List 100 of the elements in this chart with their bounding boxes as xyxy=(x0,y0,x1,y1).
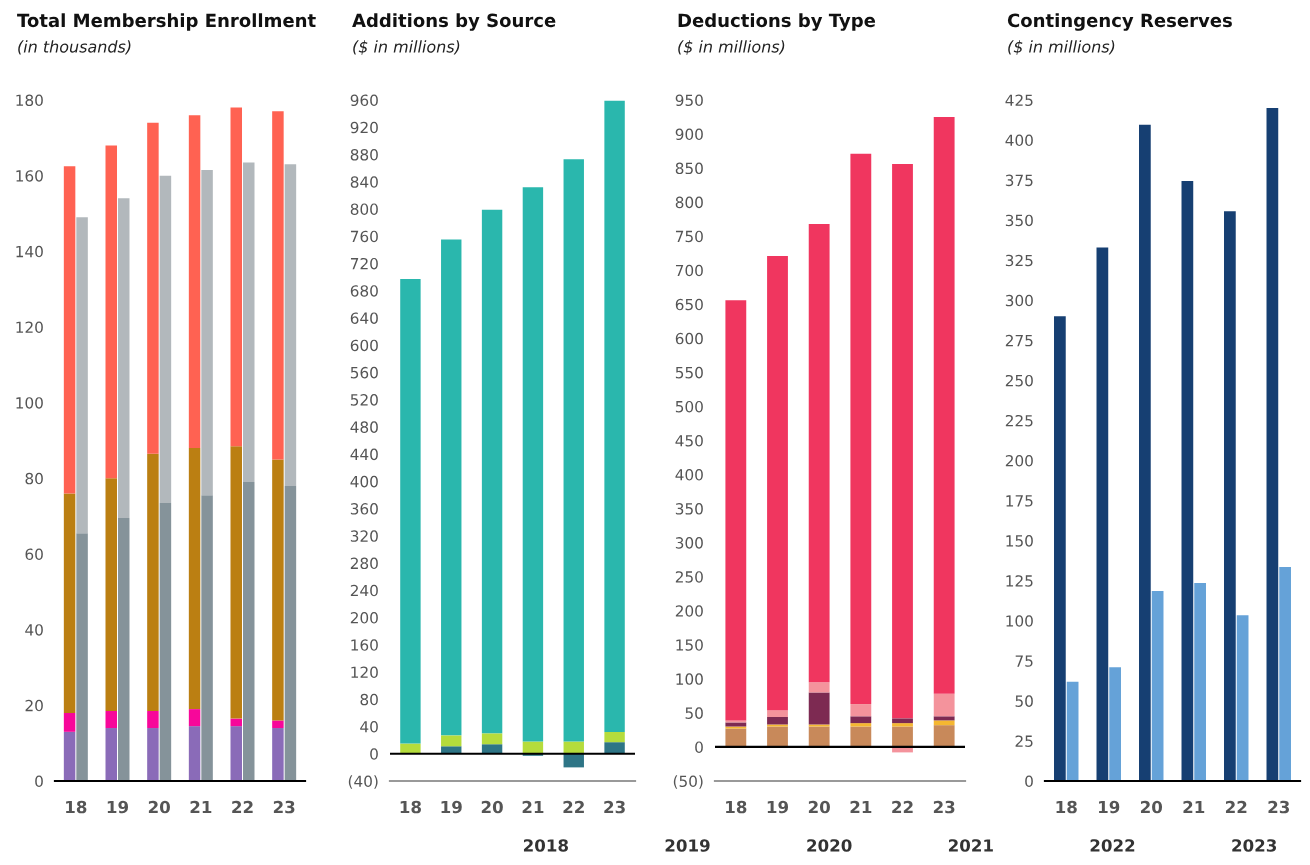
chart-title: Total Membership Enrollment xyxy=(17,13,316,31)
chart-subtitle: ($ in millions) xyxy=(1008,40,1115,55)
x-tick-label: 22 xyxy=(892,800,913,814)
y-tick-label: 50 xyxy=(685,707,703,719)
y-tick-label: 120 xyxy=(351,666,378,679)
y-tick-label: 720 xyxy=(350,257,378,270)
x-tick-label: 20 xyxy=(1140,800,1163,814)
x-tick-label: 19 xyxy=(107,800,129,814)
text: 2022 xyxy=(1090,839,1135,852)
y-tick-label: 800 xyxy=(350,203,378,215)
y-tick-label: 225 xyxy=(1005,414,1033,427)
y-tick-label: (40) xyxy=(348,775,378,789)
x-tick-label: 23 xyxy=(933,800,955,814)
y-tick-label: 100 xyxy=(1006,615,1033,627)
y-tick-label: 0 xyxy=(695,741,703,753)
y-tick-label: 680 xyxy=(350,285,378,297)
x-tick-label: 22 xyxy=(1225,800,1247,814)
y-tick-label: 920 xyxy=(350,121,378,134)
y-tick-label: 450 xyxy=(675,434,703,447)
y-tick-label: 760 xyxy=(350,230,378,243)
y-tick-label: 375 xyxy=(1005,174,1033,187)
chart-title: Contingency Reserves xyxy=(1007,13,1232,31)
chart-title: Deductions by Type xyxy=(678,13,876,31)
y-tick-label: 50 xyxy=(1015,695,1033,707)
x-tick-label: 19 xyxy=(441,800,462,814)
chart-title: Additions by Source xyxy=(352,13,556,31)
y-tick-label: 425 xyxy=(1005,94,1033,107)
y-tick-label: 160 xyxy=(16,170,43,182)
chart-subtitle: ($ in millions) xyxy=(678,40,785,55)
y-tick-label: 200 xyxy=(1005,454,1033,467)
y-tick-label: 600 xyxy=(350,339,378,352)
y-tick-label: 0 xyxy=(35,775,43,788)
chart-subtitle: ($ in millions) xyxy=(353,40,460,55)
x-tick-label: 18 xyxy=(726,800,747,814)
y-tick-label: 440 xyxy=(350,448,378,461)
y-tick-label: 325 xyxy=(1005,254,1033,267)
y-tick-label: 40 xyxy=(25,624,43,636)
x-tick-label: 21 xyxy=(522,800,544,814)
y-tick-label: 900 xyxy=(675,128,703,141)
y-tick-label: 80 xyxy=(360,693,378,706)
y-tick-label: 300 xyxy=(1005,294,1033,307)
x-tick-label: 21 xyxy=(850,800,872,814)
y-tick-label: 250 xyxy=(675,571,703,583)
y-tick-label: 800 xyxy=(675,196,703,209)
y-tick-label: 500 xyxy=(675,400,703,413)
y-tick-label: 0 xyxy=(1025,775,1033,788)
x-tick-label: 18 xyxy=(1056,800,1077,814)
y-tick-label: 520 xyxy=(350,394,378,406)
y-tick-label: 20 xyxy=(25,699,43,712)
y-tick-label: 960 xyxy=(350,94,378,107)
y-tick-label: 400 xyxy=(675,469,703,481)
chart-subtitle: (in thousands) xyxy=(18,40,131,55)
x-tick-label: 23 xyxy=(604,800,625,814)
y-tick-label: 200 xyxy=(675,605,703,617)
y-tick-label: 60 xyxy=(25,548,43,561)
y-tick-label: 840 xyxy=(350,176,378,188)
text: 2021 xyxy=(948,839,993,852)
y-tick-label: 850 xyxy=(675,162,703,175)
y-tick-label: 0 xyxy=(370,748,378,760)
y-tick-label: 360 xyxy=(350,503,378,515)
y-tick-label: 650 xyxy=(675,298,703,311)
text: 2018 xyxy=(523,839,568,852)
x-tick-label: 19 xyxy=(767,800,789,814)
y-tick-label: 640 xyxy=(350,312,378,324)
y-tick-label: 350 xyxy=(675,503,703,515)
y-tick-label: 750 xyxy=(675,230,703,243)
x-tick-label: 18 xyxy=(66,800,87,814)
y-tick-label: 560 xyxy=(350,366,378,379)
y-tick-label: 100 xyxy=(676,673,703,685)
y-tick-label: 240 xyxy=(350,584,378,597)
y-tick-label: 40 xyxy=(360,720,378,733)
y-tick-label: 125 xyxy=(1006,575,1033,587)
y-tick-label: 160 xyxy=(351,639,378,651)
x-tick-label: 23 xyxy=(273,800,295,814)
x-tick-label: 21 xyxy=(1183,800,1205,814)
text: 2023 xyxy=(1232,839,1277,852)
y-tick-label: 300 xyxy=(675,537,703,549)
x-tick-label: 22 xyxy=(232,800,253,814)
x-tick-label: 20 xyxy=(808,800,830,814)
y-tick-label: 150 xyxy=(1006,535,1033,547)
x-tick-label: 19 xyxy=(1099,800,1120,814)
y-tick-label: 880 xyxy=(350,148,378,161)
y-tick-label: 200 xyxy=(350,612,378,624)
y-tick-label: 175 xyxy=(1006,495,1033,507)
y-tick-label: 80 xyxy=(25,472,43,485)
text: 2019 xyxy=(665,839,710,852)
y-tick-label: 400 xyxy=(350,475,378,488)
x-tick-label: 23 xyxy=(1268,800,1290,814)
y-tick-label: 140 xyxy=(16,245,43,258)
x-tick-label: 22 xyxy=(563,800,584,814)
x-tick-label: 20 xyxy=(148,800,170,814)
y-tick-label: 120 xyxy=(16,321,43,334)
x-tick-label: 18 xyxy=(400,800,421,814)
y-tick-label: 600 xyxy=(675,332,703,345)
y-tick-label: 280 xyxy=(350,557,378,570)
y-tick-label: 100 xyxy=(16,397,43,409)
text: 2020 xyxy=(807,839,852,852)
x-tick-label: 21 xyxy=(190,800,212,814)
y-tick-label: 75 xyxy=(1015,655,1033,667)
y-tick-label: 550 xyxy=(675,366,703,379)
